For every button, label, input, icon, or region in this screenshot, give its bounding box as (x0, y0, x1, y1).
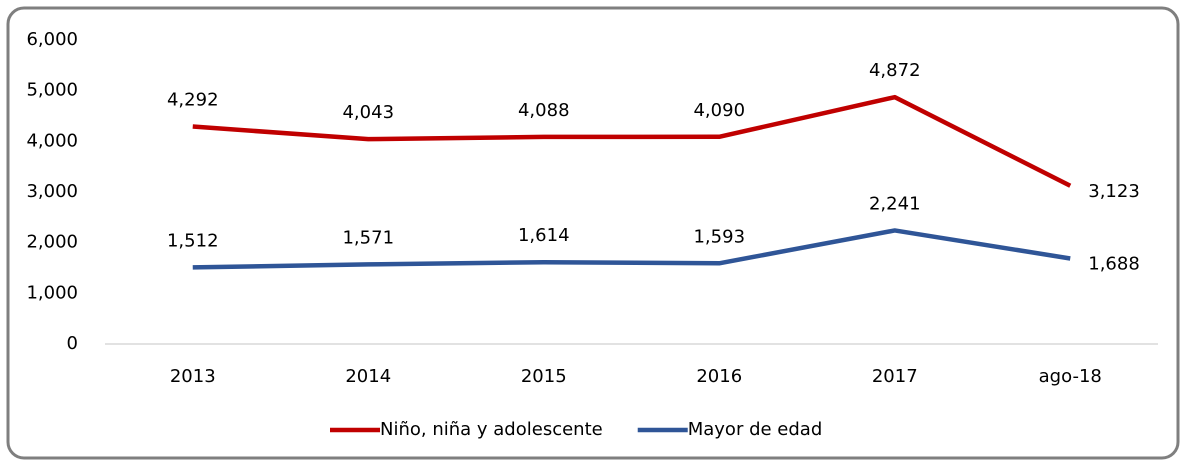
data-label: 4,088 (518, 100, 570, 121)
data-label: 4,292 (167, 90, 219, 111)
y-tick-label: 1,000 (26, 282, 78, 303)
chart-border (6, 6, 1180, 460)
legend-label: Niño, niña y adolescente (380, 419, 603, 440)
x-tick-label: 2013 (170, 366, 216, 387)
y-tick-label: 2,000 (26, 232, 78, 253)
data-label: 1,512 (167, 230, 219, 251)
data-label: 4,043 (342, 102, 394, 123)
data-label: 4,872 (869, 60, 921, 81)
series-line (192, 228, 1071, 270)
y-tick-label: 4,000 (26, 130, 78, 151)
x-tick-label: 2016 (696, 366, 742, 387)
data-label: 1,688 (1088, 253, 1140, 274)
data-label: 1,593 (693, 226, 745, 247)
series-line (192, 94, 1072, 188)
data-label: 2,241 (869, 193, 921, 214)
y-tick-label: 5,000 (26, 80, 78, 101)
data-label: 3,123 (1088, 181, 1140, 202)
data-label: 4,090 (693, 100, 745, 121)
x-tick-label: 2017 (872, 366, 918, 387)
data-label: 1,571 (342, 227, 394, 248)
x-tick-label: 2014 (345, 366, 391, 387)
legend-label: Mayor de edad (688, 419, 823, 440)
x-tick-label: ago-18 (1039, 366, 1102, 387)
x-tick-label: 2015 (521, 366, 567, 387)
data-label: 1,614 (518, 225, 570, 246)
y-tick-label: 0 (67, 333, 78, 354)
y-tick-label: 3,000 (26, 181, 78, 202)
y-tick-label: 6,000 (26, 29, 78, 50)
